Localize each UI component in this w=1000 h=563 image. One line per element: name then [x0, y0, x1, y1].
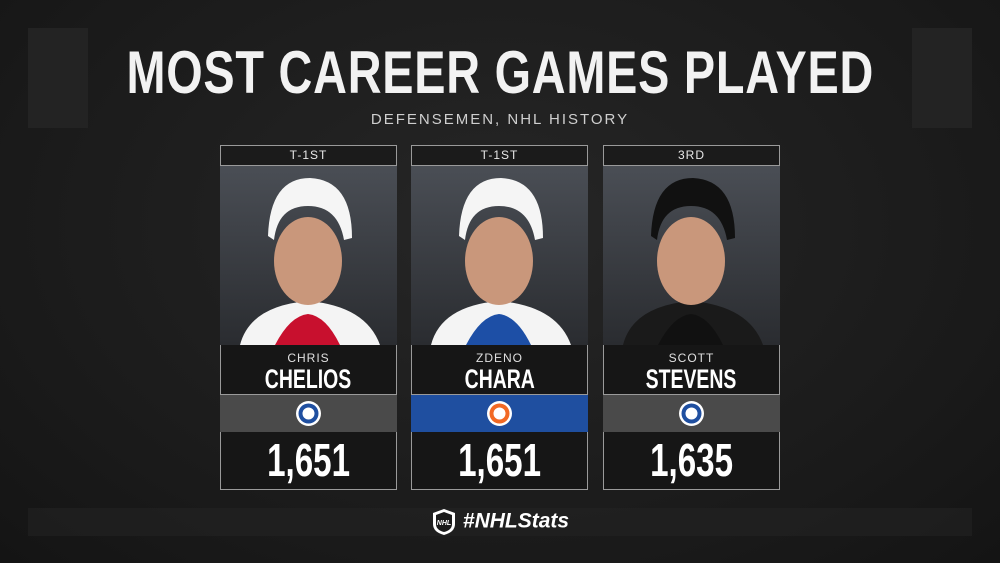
- hashtag: #NHLStats: [462, 509, 570, 533]
- last-name-text: CHELIOS: [265, 364, 352, 394]
- last-name: CHELIOS: [221, 365, 396, 393]
- svg-text:NHL: NHL: [437, 520, 451, 527]
- player-photo: [411, 166, 588, 345]
- name-box: CHRIS CHELIOS: [220, 345, 397, 395]
- name-box: ZDENO CHARA: [411, 345, 588, 395]
- subtitle: DEFENSEMEN, NHL HISTORY: [370, 111, 630, 128]
- last-name: STEVENS: [604, 365, 779, 393]
- footer: NHL #NHLStats: [0, 508, 1000, 536]
- decor: [28, 28, 88, 128]
- badge: [296, 401, 321, 426]
- badge: [679, 401, 704, 426]
- photo-art: [603, 166, 780, 345]
- title: MOST CAREER GAMES PLAYED: [0, 38, 1000, 107]
- last-name-text: STEVENS: [646, 364, 737, 394]
- photo-art: [411, 166, 588, 345]
- player-card: T-1ST CHRIS CHELIOS 1,651: [220, 145, 397, 490]
- player-photo: [220, 166, 397, 345]
- photo-art: [220, 166, 397, 345]
- first-name: SCOTT: [668, 351, 715, 365]
- last-name: CHARA: [412, 365, 587, 393]
- team-band: [220, 395, 397, 432]
- badge: [487, 401, 512, 426]
- decor: [28, 508, 972, 536]
- decor: [912, 28, 972, 128]
- games-box: 1,651: [220, 432, 397, 490]
- player-card: T-1ST ZDENO CHARA 1,651: [411, 145, 588, 490]
- games-played: 1,635: [650, 434, 733, 486]
- games-played: 1,651: [267, 434, 350, 486]
- player-photo: [603, 166, 780, 345]
- team-band: [411, 395, 588, 432]
- first-name: ZDENO: [476, 351, 523, 365]
- rank: T-1ST: [220, 145, 397, 166]
- nhl-logo: NHL: [432, 509, 455, 535]
- first-name: CHRIS: [287, 351, 330, 365]
- last-name-text: CHARA: [464, 364, 535, 394]
- games-box: 1,635: [603, 432, 780, 490]
- player-card: 3RD SCOTT STEVENS 1,635: [603, 145, 780, 490]
- title-text: MOST CAREER GAMES PLAYED: [126, 39, 874, 106]
- name-box: SCOTT STEVENS: [603, 345, 780, 395]
- rank: T-1ST: [411, 145, 588, 166]
- team-band: [603, 395, 780, 432]
- games-played: 1,651: [458, 434, 541, 486]
- games-box: 1,651: [411, 432, 588, 490]
- rank: 3RD: [603, 145, 780, 166]
